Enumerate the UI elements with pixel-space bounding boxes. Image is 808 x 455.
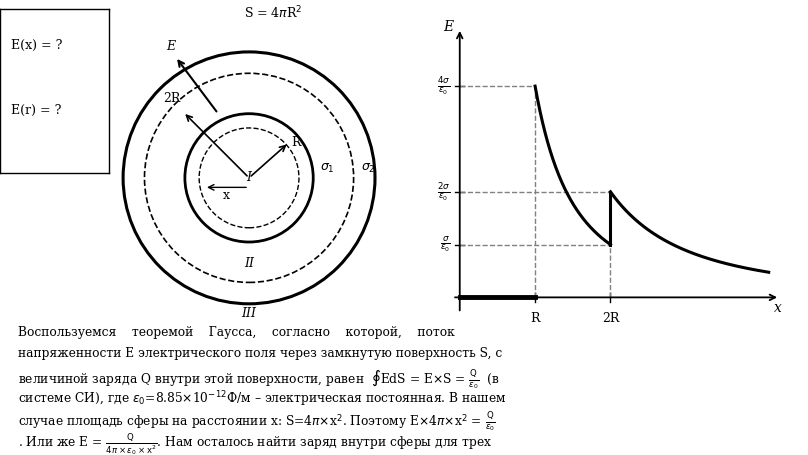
Text: S = 4$\pi$R$^2$: S = 4$\pi$R$^2$ [243, 5, 302, 22]
Text: системе СИ), где $\varepsilon_0$=8.85$\times$10$^{-12}$Ф/м – электрическая посто: системе СИ), где $\varepsilon_0$=8.85$\t… [18, 390, 506, 410]
Text: Воспользуемся    теоремой    Гаусса,    согласно    которой,    поток: Воспользуемся теоремой Гаусса, согласно … [18, 326, 454, 339]
Text: x: x [774, 301, 781, 315]
Text: $\sigma_1$: $\sigma_1$ [320, 162, 335, 175]
Text: $\frac{2\sigma}{\varepsilon_0}$: $\frac{2\sigma}{\varepsilon_0}$ [437, 181, 451, 203]
Text: $\sigma_2$: $\sigma_2$ [360, 162, 375, 175]
Text: R: R [291, 136, 301, 149]
Text: I: I [246, 172, 251, 184]
Text: 2R: 2R [602, 312, 619, 325]
Text: II: II [244, 257, 254, 270]
Text: R: R [530, 312, 540, 325]
Text: случае площадь сферы на расстоянии x: S=4$\pi$$\times$x$^2$. Поэтому E$\times$4$: случае площадь сферы на расстоянии x: S=… [18, 411, 495, 434]
Text: $\frac{4\sigma}{\varepsilon_0}$: $\frac{4\sigma}{\varepsilon_0}$ [437, 75, 451, 97]
Text: III: III [242, 307, 257, 320]
Text: E: E [166, 40, 175, 54]
Text: величиной заряда Q внутри этой поверхности, равен  $\oint$EdS = E$\times$S = $\f: величиной заряда Q внутри этой поверхнос… [18, 369, 499, 392]
Text: x: x [223, 189, 230, 202]
Text: E(r) = ?: E(r) = ? [11, 104, 61, 117]
Text: напряженности E электрического поля через замкнутую поверхность S, с: напряженности E электрического поля чере… [18, 347, 502, 360]
Text: . Или же E = $\frac{\mathrm{Q}}{4\pi\times\varepsilon_0\times \mathrm{x}^2}$. На: . Или же E = $\frac{\mathrm{Q}}{4\pi\tim… [18, 432, 492, 455]
Text: $\frac{\sigma}{\varepsilon_0}$: $\frac{\sigma}{\varepsilon_0}$ [440, 235, 451, 254]
Text: 2R: 2R [163, 92, 181, 105]
Text: E: E [444, 20, 453, 34]
Text: E(x) = ?: E(x) = ? [11, 39, 62, 51]
